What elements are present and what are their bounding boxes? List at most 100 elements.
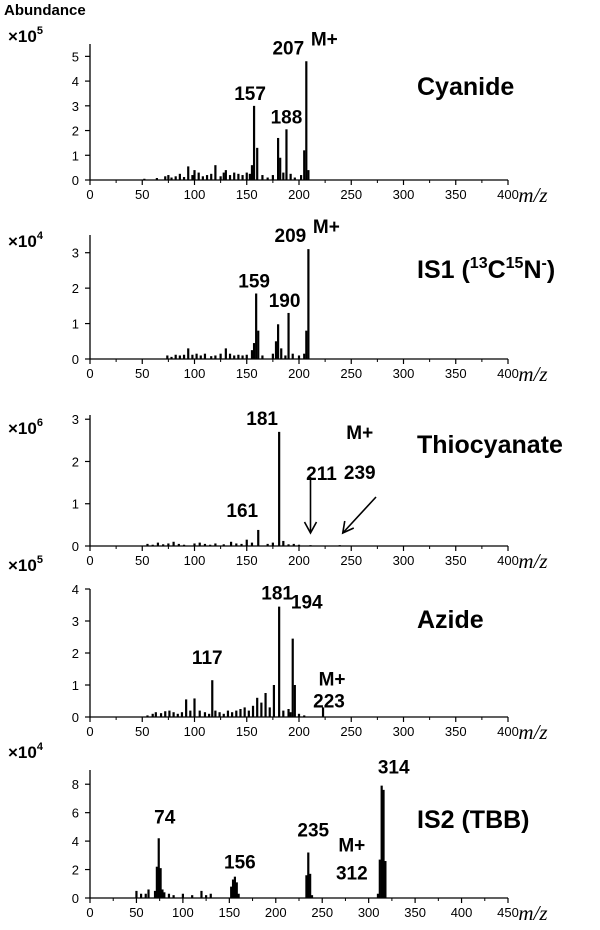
x-axis-label: m/z: [518, 549, 547, 573]
x-tick-label: 150: [236, 187, 258, 202]
y-tick-label: 4: [72, 74, 79, 89]
x-tick-label: 250: [340, 724, 362, 739]
x-tick-label: 300: [393, 553, 415, 568]
compound-name: Azide: [417, 606, 484, 634]
x-tick-label: 150: [236, 724, 258, 739]
x-tick-label: 400: [497, 724, 519, 739]
arrow-239: [342, 496, 377, 534]
x-tick-label: 400: [497, 553, 519, 568]
peak-label: M+: [346, 423, 373, 444]
spectrum-panel-2: 0 50 100 150 200 250 300 350 400 0 1 2 3 m/z ×104 209 M+…: [8, 217, 555, 386]
peak-label: 209: [275, 226, 307, 247]
peak-label: 188: [271, 107, 303, 128]
y-scale-multiplier: ×104: [8, 741, 44, 762]
y-tick-label: 4: [72, 834, 79, 849]
y-tick-label: 2: [72, 863, 79, 878]
x-tick-label: 200: [288, 187, 310, 202]
x-tick-label: 350: [445, 187, 467, 202]
x-tick-label: 100: [184, 553, 206, 568]
y-tick-label: 3: [72, 614, 79, 629]
x-axis-label: m/z: [518, 901, 547, 925]
x-axis-label: m/z: [518, 362, 547, 386]
peak-label: 211: [306, 464, 337, 485]
peak-label: 117: [192, 648, 223, 669]
x-tick-label: 250: [340, 366, 362, 381]
x-tick-label: 0: [86, 553, 93, 568]
compound-name: Cyanide: [417, 73, 514, 101]
y-tick-label: 2: [72, 281, 79, 296]
y-tick-label: 8: [72, 777, 79, 792]
y-tick-label: 2: [72, 454, 79, 469]
x-tick-label: 200: [288, 724, 310, 739]
peak-label: M+: [313, 217, 340, 238]
x-tick-label: 350: [445, 724, 467, 739]
x-tick-label: 400: [497, 366, 519, 381]
x-tick-label: 400: [497, 187, 519, 202]
x-tick-label: 150: [236, 553, 258, 568]
y-tick-label: 1: [72, 497, 79, 512]
x-axis-label: m/z: [518, 720, 547, 744]
compound-name: Thiocyanate: [417, 431, 563, 459]
x-tick-label: 50: [135, 366, 149, 381]
peak-label: 156: [224, 853, 256, 874]
x-tick-label: 50: [135, 553, 149, 568]
peak-label: M+: [319, 669, 346, 690]
y-tick-label: 5: [72, 49, 79, 64]
y-tick-label: 0: [72, 710, 79, 725]
x-tick-label: 250: [340, 553, 362, 568]
y-tick-label: 1: [72, 678, 79, 693]
x-tick-label: 50: [135, 724, 149, 739]
compound-name: IS1 (13C15N-): [417, 255, 555, 284]
x-tick-label: 300: [393, 366, 415, 381]
x-tick-label: 300: [358, 905, 380, 920]
x-tick-label: 350: [445, 553, 467, 568]
peak-label: 159: [238, 271, 270, 292]
y-tick-label: 3: [72, 246, 79, 261]
x-tick-label: 100: [184, 187, 206, 202]
peak-label: 312: [336, 864, 368, 885]
spectrum-panel-1: 0 50 100 150 200 250 300 350 400 0 1 2 3 4 5 m/z ×105 207…: [8, 25, 548, 207]
x-tick-label: 0: [86, 905, 93, 920]
peak-label: 181: [261, 584, 293, 605]
y-axis-label: Abundance: [4, 2, 86, 19]
y-tick-label: 3: [72, 412, 79, 427]
peak-label: 235: [297, 820, 329, 841]
arrow-head: [341, 520, 355, 535]
peak-label: 74: [154, 807, 176, 828]
x-tick-label: 150: [218, 905, 240, 920]
x-tick-label: 450: [497, 905, 519, 920]
y-tick-label: 1: [72, 148, 79, 163]
peak-label: 161: [226, 501, 258, 522]
y-tick-label: 0: [72, 891, 79, 906]
x-tick-label: 200: [288, 553, 310, 568]
x-tick-label: 250: [311, 905, 333, 920]
y-scale-multiplier: ×105: [8, 554, 43, 575]
peak-label: 223: [313, 691, 345, 712]
spectrum-panel-5: 0 50 100 150 200 250 300 350 400 450 0 2 4 6 8 m/z ×104 3…: [8, 741, 548, 925]
x-tick-label: 200: [288, 366, 310, 381]
x-tick-label: 350: [404, 905, 426, 920]
x-tick-label: 200: [265, 905, 287, 920]
x-tick-label: 350: [445, 366, 467, 381]
x-tick-label: 100: [184, 366, 206, 381]
y-tick-label: 6: [72, 806, 79, 821]
x-tick-label: 300: [393, 187, 415, 202]
y-tick-label: 4: [72, 582, 79, 597]
y-tick-label: 1: [72, 317, 79, 332]
y-tick-label: 2: [72, 124, 79, 139]
y-tick-label: 3: [72, 99, 79, 114]
x-tick-label: 0: [86, 724, 93, 739]
x-tick-label: 0: [86, 187, 93, 202]
peak-label: 190: [269, 291, 301, 312]
peak-label: 207: [272, 38, 304, 59]
x-tick-label: 400: [451, 905, 473, 920]
spectrum-panel-4: 0 50 100 150 200 250 300 350 40001234m/z×1051811…: [8, 554, 548, 744]
arrow-head: [303, 521, 318, 535]
y-tick-label: 0: [72, 352, 79, 367]
y-scale-multiplier: ×106: [8, 417, 43, 438]
peak-label: 181: [246, 409, 278, 430]
x-tick-label: 250: [340, 187, 362, 202]
x-tick-label: 100: [184, 724, 206, 739]
peak-label: 194: [291, 593, 323, 614]
y-tick-label: 0: [72, 539, 79, 554]
